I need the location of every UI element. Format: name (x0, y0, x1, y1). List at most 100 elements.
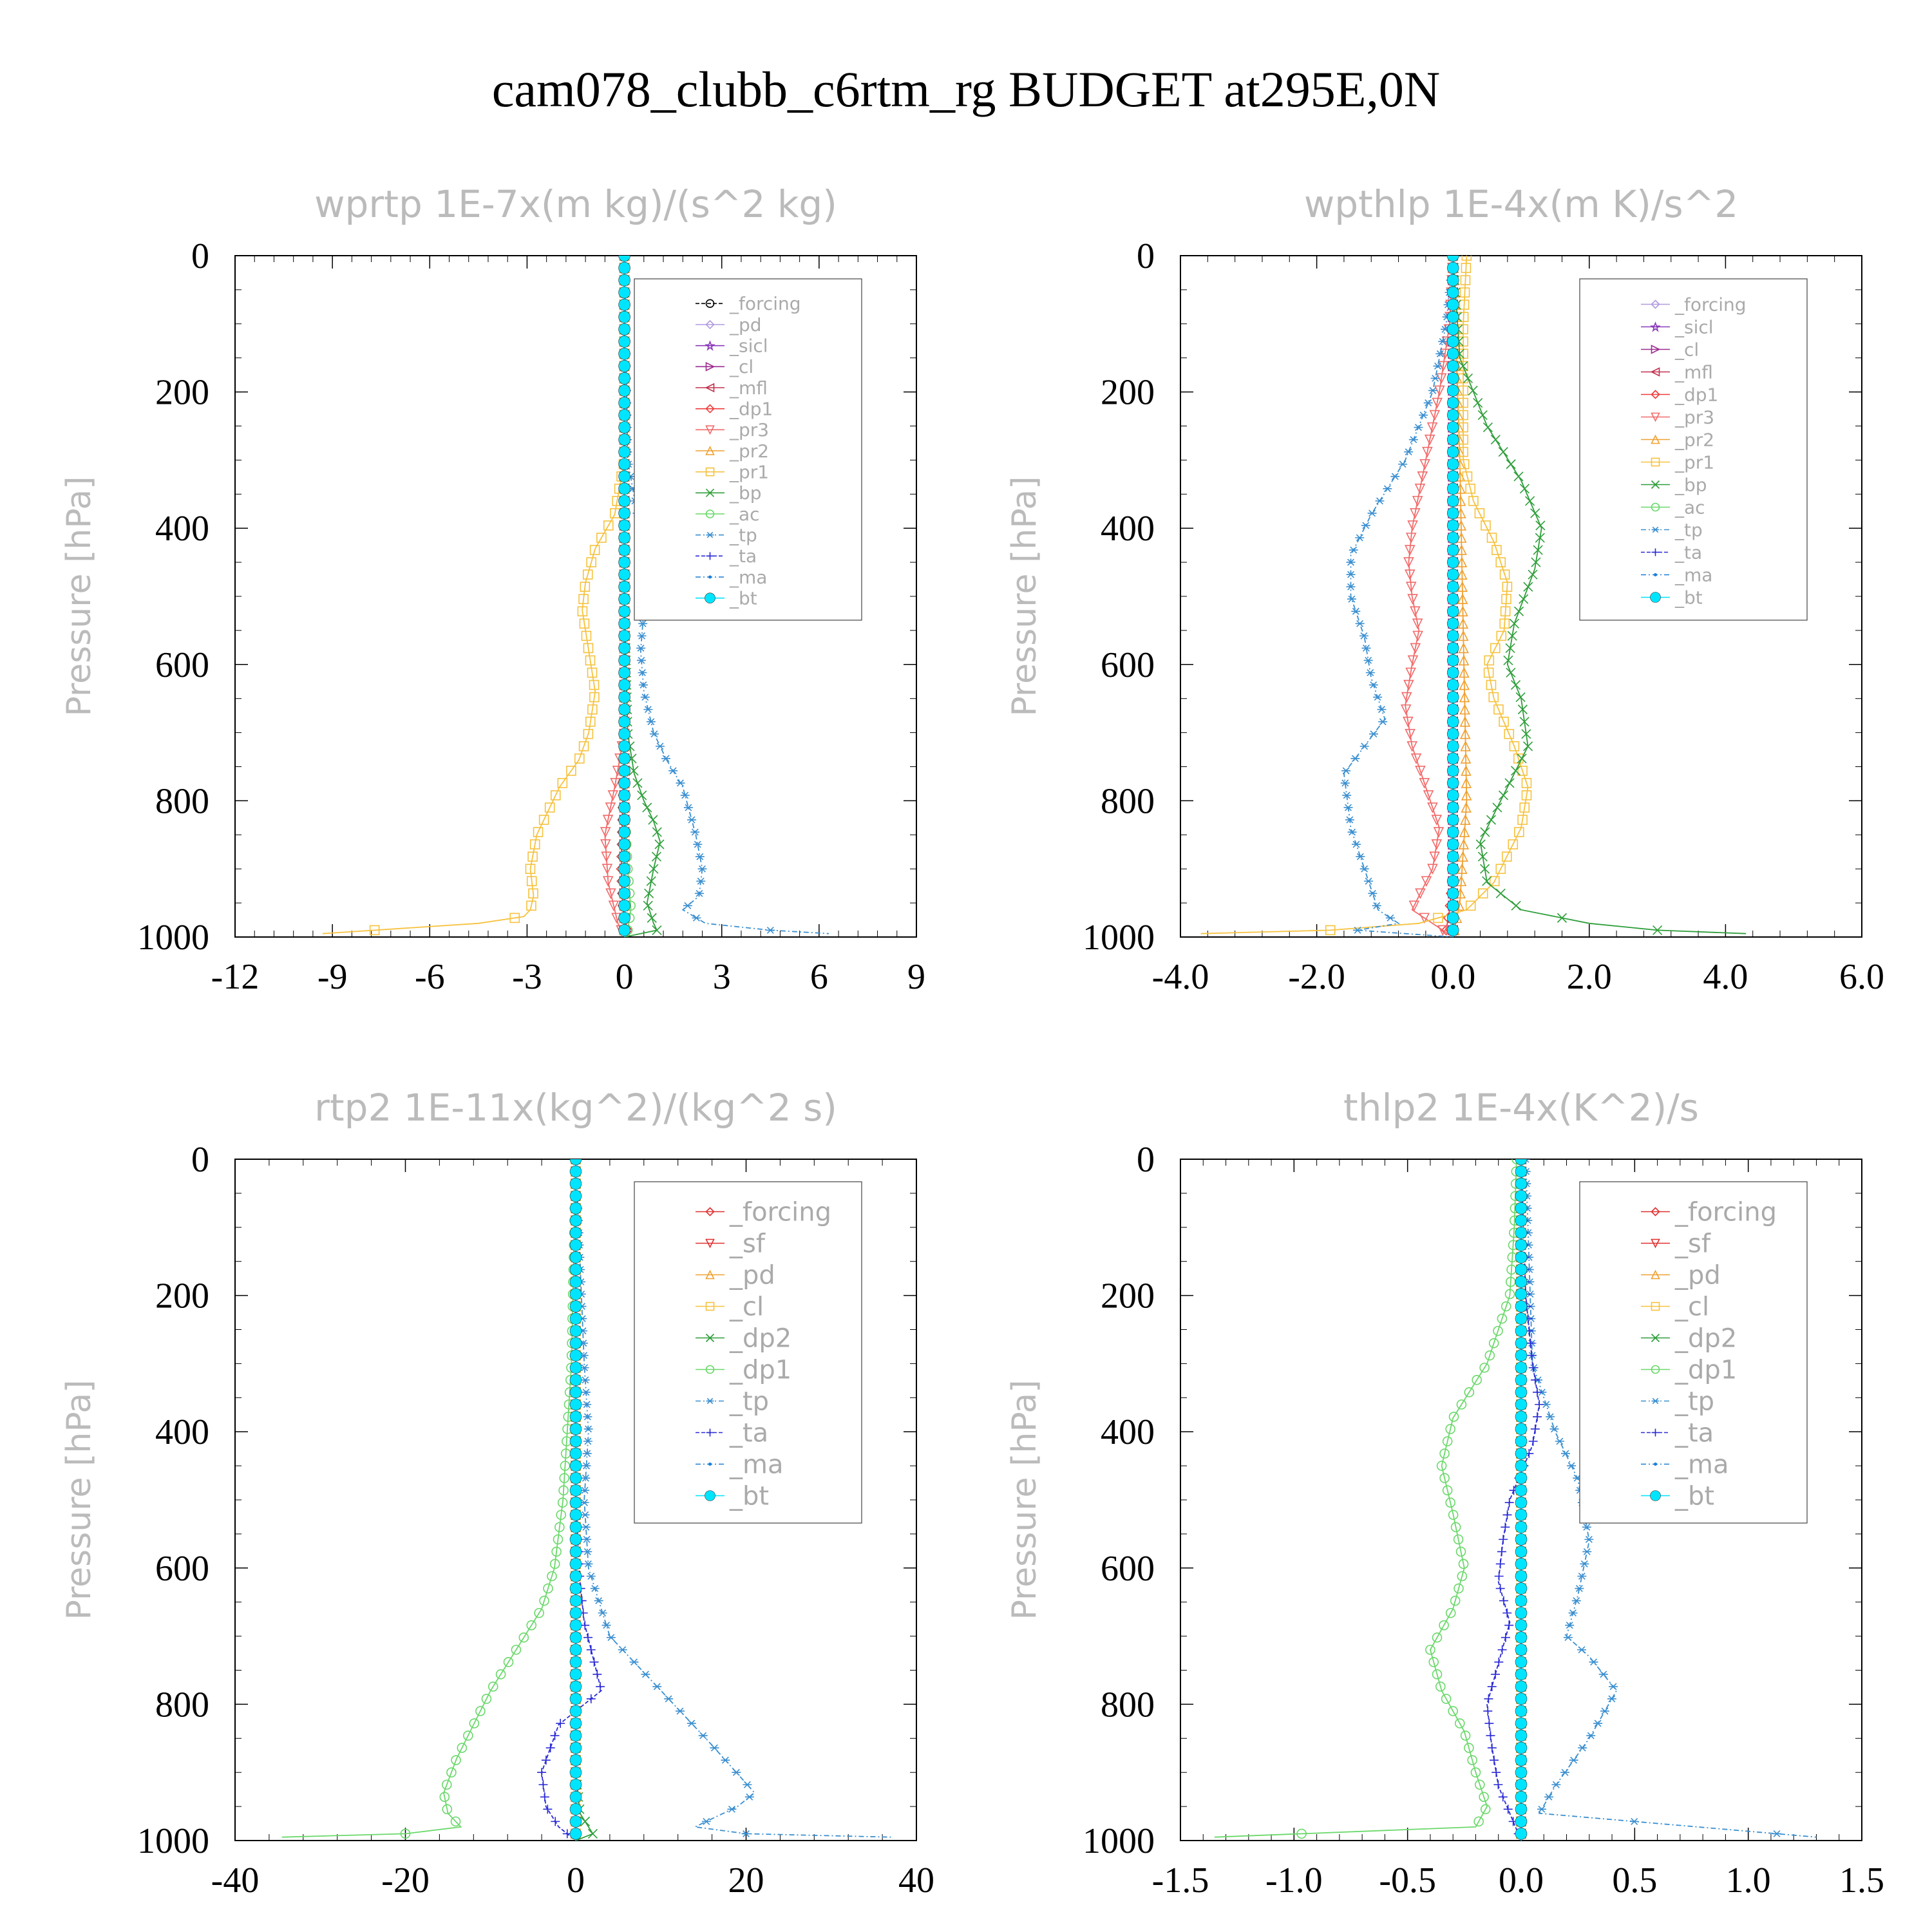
series-bt-point (569, 1533, 582, 1546)
series-bt-point (1515, 1226, 1528, 1239)
series-dp1-point (543, 1583, 553, 1594)
series-tp-point (727, 1805, 737, 1813)
series-bt-point (569, 1508, 582, 1521)
series-bt-point (618, 310, 630, 323)
legend-label-cl: _cl (1674, 1293, 1709, 1322)
series-bt-point (1515, 1410, 1528, 1423)
series-bt-point (1515, 1337, 1528, 1349)
legend-label-pd: _pd (729, 1261, 775, 1291)
series-dp1-point (558, 1485, 569, 1495)
legend-label-forcing: _forcing (1674, 1198, 1777, 1227)
series-bp-point (1525, 496, 1535, 506)
y-tick-label: 200 (155, 373, 209, 413)
series-dp1-point (488, 1681, 498, 1692)
series-bt-point (1515, 1790, 1528, 1803)
series-bt-point (618, 654, 630, 667)
series-pr3-point (1412, 496, 1423, 507)
series-pr3-point (1419, 778, 1430, 789)
series-bt-point (1446, 679, 1459, 691)
series-ta-point (586, 1645, 596, 1654)
series-pr2-point (1458, 654, 1470, 666)
series-bt-point (569, 1435, 582, 1448)
series-bt-point (569, 1410, 582, 1423)
series-bt-point (1446, 310, 1459, 323)
legend-label-forcing: _forcing (729, 293, 801, 314)
series-bt-point (1515, 1558, 1528, 1570)
series-tp-point (582, 1388, 591, 1396)
series-tp-point (1438, 337, 1448, 345)
series-ta-point (1487, 1681, 1497, 1691)
series-pr1-point (527, 851, 538, 862)
series-tp-point (744, 1793, 754, 1801)
series-tp-point (638, 681, 648, 689)
series-pr1-point (1492, 545, 1502, 555)
series-tp-point (1408, 436, 1418, 444)
series-bt-point (569, 1619, 582, 1631)
x-tick-label: -0.5 (1379, 1861, 1436, 1900)
series-ta-point (550, 1731, 560, 1741)
series-tp-point (1571, 1597, 1581, 1605)
series-pr1-point (369, 925, 380, 936)
series-ta-point (1497, 1547, 1506, 1557)
series-pr2-point (1455, 532, 1467, 543)
series-ta-point (1494, 1657, 1504, 1667)
series-tp-point (1349, 546, 1358, 554)
series-tp-point (1629, 1817, 1639, 1825)
series-ta-point (1501, 1522, 1510, 1532)
series-dp1-point (1473, 1816, 1484, 1827)
series-dp1-point (439, 1792, 450, 1803)
series-pr2-point (1459, 691, 1470, 703)
series-ta-point (1495, 1559, 1505, 1569)
legend-label-dp1: _dp1 (1674, 1356, 1737, 1385)
series-bp-point (1510, 679, 1521, 690)
series-dp1-point (1479, 1792, 1489, 1803)
series-pr1-point (582, 569, 593, 580)
y-tick-label: 200 (1101, 1276, 1155, 1316)
legend-label-forcing: _forcing (1674, 294, 1747, 315)
series-bt-point (1515, 1729, 1528, 1742)
series-bt-point (569, 1729, 582, 1742)
series-tp-point (1423, 399, 1433, 406)
series-ta-point (589, 1657, 599, 1667)
legend-marker-cl (705, 1302, 715, 1311)
series-ta-point (541, 1756, 551, 1765)
series-bt-point (1446, 850, 1459, 863)
series-bt-point (1446, 286, 1459, 299)
legend-box (634, 278, 862, 621)
series-pr3-point (608, 900, 620, 912)
series-dp1-point (1504, 1289, 1515, 1300)
series-bt-point (569, 1815, 582, 1828)
series-bp-point (1513, 471, 1524, 482)
series-pr2-point (1457, 618, 1469, 629)
legend-label-mfl: _mfl (1674, 361, 1713, 383)
series-pr3-point (1410, 508, 1421, 519)
legend-label-pd: _pd (729, 314, 762, 336)
series-bt-point (618, 862, 630, 875)
series-tp-point (636, 656, 646, 664)
series-pr1-point (1481, 520, 1491, 531)
series-tp-point (668, 767, 678, 775)
series-tp-point (1398, 460, 1408, 468)
series-tp-point (580, 1511, 590, 1519)
series-dp1-point (442, 1804, 453, 1815)
y-tick-label: 1000 (137, 918, 209, 958)
series-pr2-point (1461, 790, 1472, 800)
series-pr3-point (1414, 484, 1426, 495)
series-bp-point (637, 790, 647, 800)
series-pr2-point (1456, 556, 1468, 567)
series-bt-point (1515, 1595, 1528, 1607)
series-bt-point (1446, 372, 1459, 384)
series-bt-point (618, 630, 630, 642)
series-pr1-point (1514, 827, 1524, 837)
chart-panel-3: rtp2 1E-11x(kg^2)/(kg^2 s) Pressure [hPa]… (60, 1086, 934, 1900)
series-ta-point (1486, 1731, 1495, 1741)
series-bt-point (618, 826, 630, 838)
series-bt-point (1515, 1766, 1528, 1779)
series-tp-point (1404, 448, 1414, 456)
series-bt-point (569, 1398, 582, 1411)
series-pr1-point (577, 606, 588, 617)
series-bp-point (646, 876, 656, 886)
series-bp-point (1507, 630, 1517, 641)
series-tp-point (1419, 412, 1428, 419)
series-pr1-point (1499, 716, 1509, 727)
